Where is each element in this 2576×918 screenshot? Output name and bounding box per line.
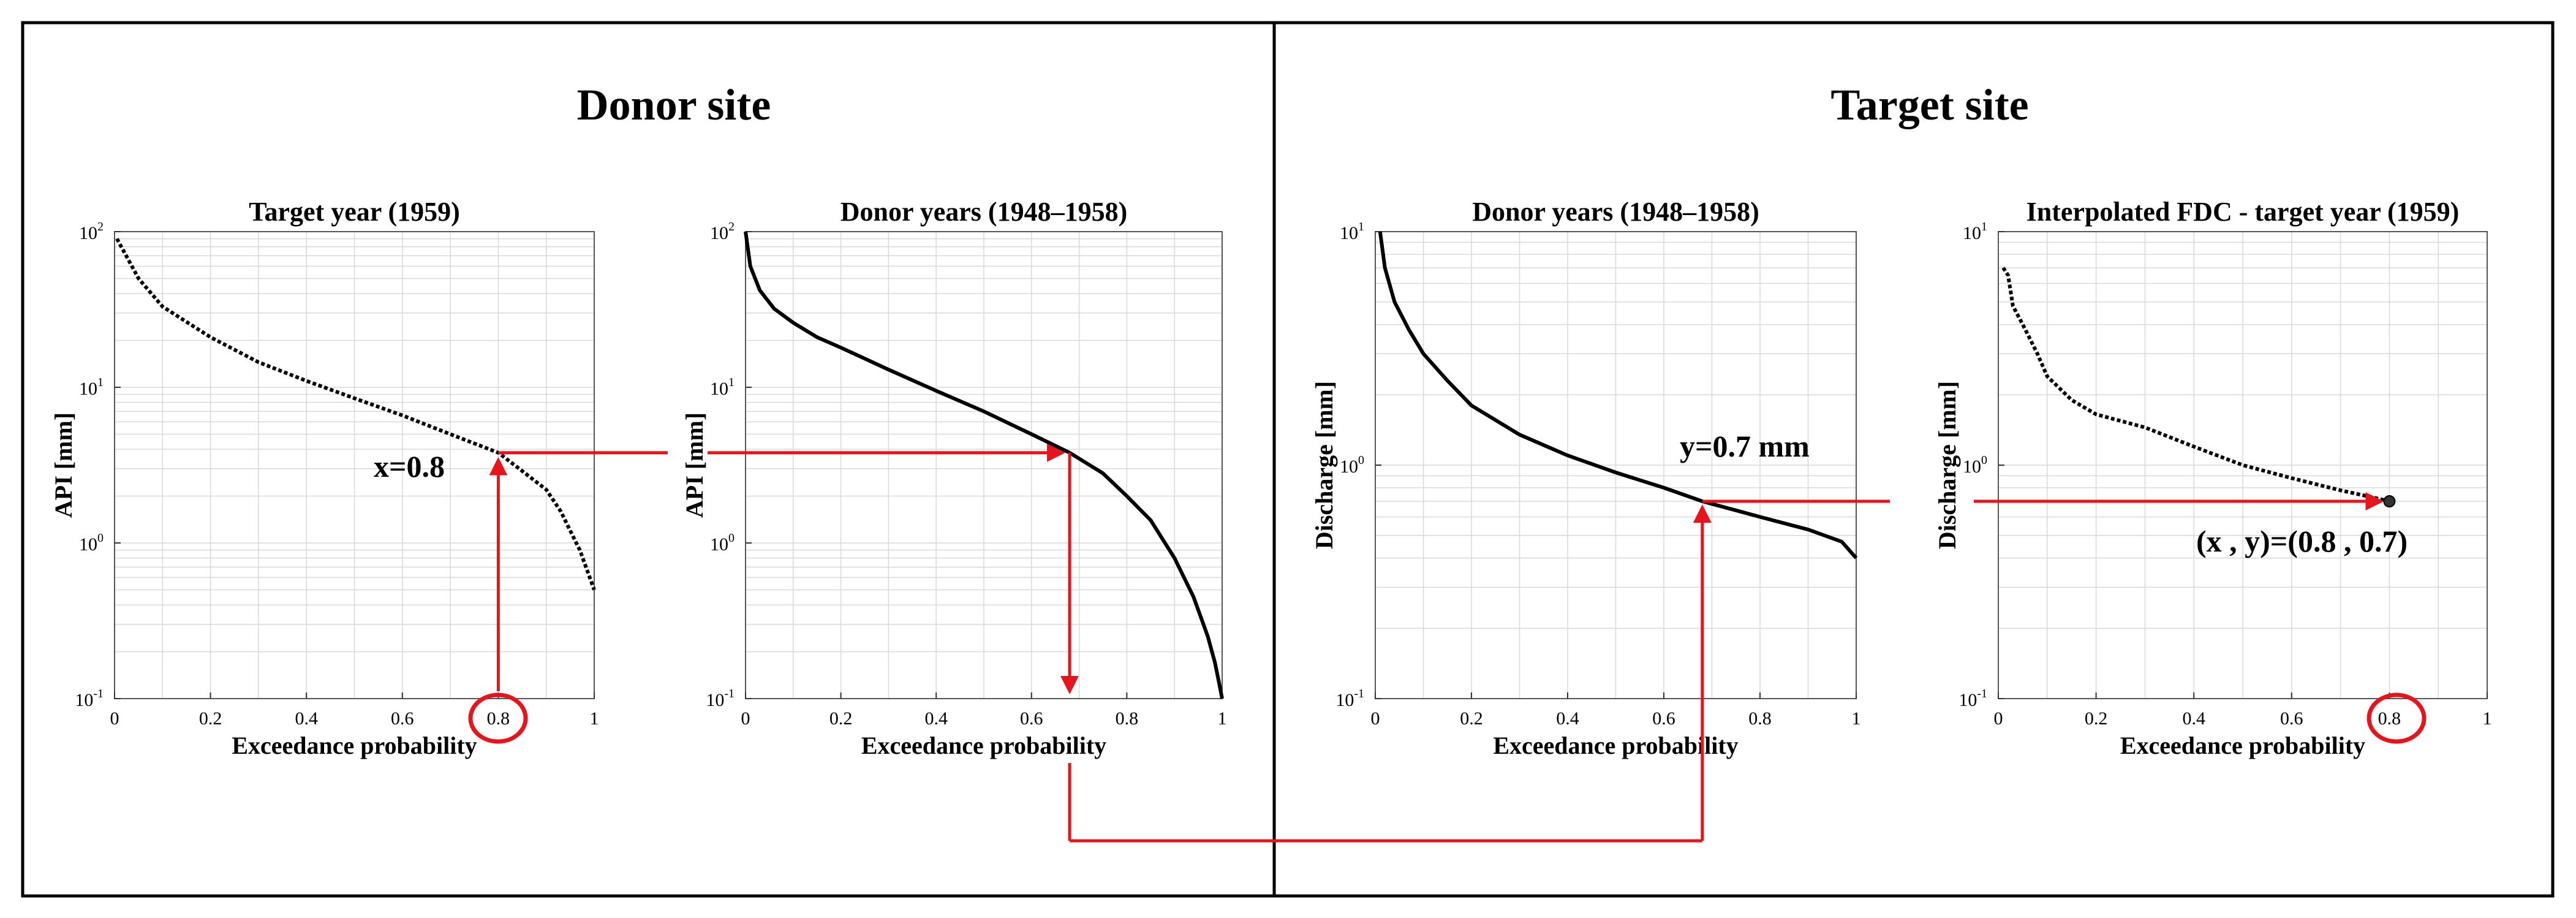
y-axis-label: Discharge [mm]	[1933, 381, 1961, 549]
y-tick-label: 102	[79, 220, 104, 243]
chart-title: Donor years (1948–1958)	[1472, 197, 1759, 227]
chart-title: Donor years (1948–1958)	[840, 197, 1127, 227]
y-tick-exponent: 2	[728, 220, 735, 233]
plot-frame	[114, 231, 595, 699]
x-tick-label: 0.6	[391, 708, 414, 729]
y-tick-exponent: 1	[728, 376, 735, 389]
y-tick-exponent: -1	[93, 687, 104, 700]
x-value-annotation: x=0.8	[374, 449, 445, 484]
x-tick-label: 0.4	[1556, 708, 1579, 729]
circled-tick-right	[2366, 692, 2427, 744]
x-tick-label: 0.8	[487, 708, 510, 729]
donor-site-title: Donor site	[577, 80, 771, 129]
series-line	[744, 231, 1224, 699]
x-tick-label: 0	[1371, 708, 1380, 729]
y-tick-label: 10-1	[75, 687, 104, 710]
y-tick-label: 102	[710, 220, 735, 243]
x-tick-label: 1	[590, 708, 599, 729]
series-line	[2001, 267, 2390, 503]
y-tick-label: 101	[1963, 220, 1987, 243]
x-tick-label: 0.8	[2378, 708, 2401, 729]
x-tick-label: 1	[2483, 708, 2492, 729]
figure-frame	[21, 21, 2555, 898]
y-tick-label: 10-1	[706, 687, 735, 710]
x-tick-label: 1	[1852, 708, 1861, 729]
x-tick-label: 0.4	[924, 708, 948, 729]
y-tick-exponent: 1	[1358, 220, 1364, 233]
y-tick-exponent: 0	[728, 531, 735, 545]
y-tick-exponent: -1	[1977, 687, 1987, 700]
chart-title: Interpolated FDC - target year (1959)	[2026, 197, 2460, 227]
x-tick-label: 0.6	[2280, 708, 2303, 729]
x-tick-label: 0.2	[1460, 708, 1483, 729]
point-annotation: (x , y)=(0.8 , 0.7)	[2196, 524, 2408, 558]
x-tick-label: 1	[1218, 708, 1227, 729]
x-axis-label: Exceedance probability	[1493, 732, 1738, 759]
x-tick-label: 0.6	[1652, 708, 1675, 729]
x-tick-label: 0	[741, 708, 750, 729]
y-axis-label: API [mm]	[681, 412, 708, 518]
y-axis-label: Discharge [mm]	[1310, 381, 1338, 549]
x-axis-label: Exceedance probability	[2120, 732, 2365, 759]
y-tick-exponent: 0	[97, 531, 104, 545]
y-tick-label: 100	[1963, 453, 1987, 477]
x-tick-label: 0.8	[1748, 708, 1772, 729]
target-site-title: Target site	[1830, 80, 2028, 129]
x-tick-label: 0.2	[2085, 708, 2108, 729]
y-tick-exponent: 2	[97, 220, 104, 233]
grid	[1998, 232, 2487, 699]
x-tick-label: 0.4	[2182, 708, 2205, 729]
x-tick-label: 0.4	[295, 708, 318, 729]
grid	[1375, 232, 1856, 699]
y-tick-exponent: 0	[1358, 453, 1364, 467]
x-axis-label: Exceedance probability	[232, 732, 477, 759]
connector-arrows	[489, 443, 2384, 843]
grid	[115, 232, 594, 699]
y-tick-exponent: 1	[97, 376, 104, 389]
y-tick-label: 10-1	[1335, 687, 1364, 710]
x-tick-label: 0.8	[1116, 708, 1139, 729]
y-tick-exponent: 0	[1981, 453, 1987, 467]
chart-title: Target year (1959)	[249, 197, 460, 227]
y-tick-exponent: -1	[1354, 687, 1364, 700]
y-tick-label: 101	[79, 376, 104, 399]
grid	[746, 232, 1222, 699]
y-tick-label: 100	[79, 531, 104, 555]
y-tick-label: 100	[710, 531, 735, 555]
y-axis-label: API [mm]	[50, 412, 77, 518]
x-tick-label: 0.2	[829, 708, 853, 729]
highlight-point	[2383, 495, 2396, 508]
x-tick-label: 0	[1994, 708, 2003, 729]
y-tick-exponent: -1	[724, 687, 735, 700]
y-value-annotation: y=0.7 mm	[1680, 429, 1810, 463]
y-tick-label: 101	[710, 376, 735, 399]
plot-frame	[745, 231, 1223, 699]
series-line	[1378, 231, 1858, 560]
circled-tick-left	[468, 692, 528, 744]
x-tick-label: 0	[110, 708, 119, 729]
y-tick-label: 100	[1340, 453, 1364, 477]
x-tick-label: 0.6	[1020, 708, 1043, 729]
series-line	[115, 238, 596, 591]
x-tick-label: 0.2	[199, 708, 222, 729]
y-tick-exponent: 1	[1981, 220, 1987, 233]
y-tick-label: 101	[1340, 220, 1364, 243]
y-tick-label: 10-1	[1958, 687, 1987, 710]
x-axis-label: Exceedance probability	[861, 732, 1106, 759]
